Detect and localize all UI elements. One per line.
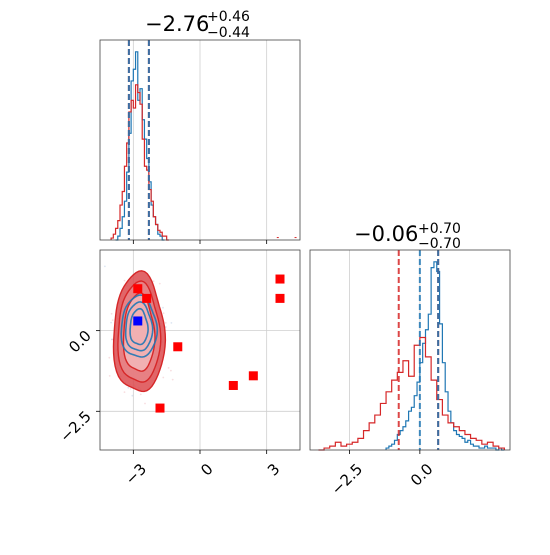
x-tick-label: 0.0: [407, 460, 437, 490]
sample-point: [131, 394, 134, 397]
red-square-marker: [173, 342, 183, 352]
sample-point: [110, 321, 112, 324]
sample-point: [111, 338, 113, 341]
y-tick-label: −2.5: [56, 407, 94, 445]
blue-square-marker: [133, 316, 143, 326]
sample-point: [162, 376, 165, 379]
title-param-1-median: −2.76: [145, 12, 209, 36]
sample-point: [104, 265, 106, 268]
sample-point: [158, 282, 161, 285]
sample-point: [139, 393, 142, 396]
sample-point: [170, 369, 172, 372]
sample-point: [110, 312, 113, 315]
x-tick-label: −3: [122, 460, 150, 488]
contour-blue: [129, 307, 149, 346]
red-square-marker: [275, 274, 285, 284]
marginal-histogram-param-1: [99, 39, 301, 244]
sample-point: [162, 306, 164, 309]
sample-point: [127, 386, 130, 389]
histogram-series: [110, 84, 169, 241]
red-square-marker: [142, 293, 152, 303]
red-square-marker: [275, 293, 285, 303]
histogram-series: [115, 51, 165, 241]
sample-point: [167, 367, 170, 369]
sample-point: [108, 375, 111, 377]
histogram-series: [385, 261, 505, 451]
x-tick-label: 0: [197, 460, 216, 479]
sample-point: [144, 402, 146, 405]
sample-point: [164, 326, 167, 328]
title-param-1-lower: −0.44: [207, 25, 250, 41]
sample-point: [171, 378, 174, 381]
title-param-2-median: −0.06: [354, 222, 418, 246]
red-square-marker: [155, 403, 165, 413]
title-param-2-lower: −0.70: [418, 236, 461, 252]
x-tick-label: −2.5: [328, 460, 366, 498]
sample-point: [170, 322, 173, 324]
sample-point: [164, 322, 167, 324]
red-square-marker: [133, 284, 143, 294]
x-tick-label: 3: [264, 460, 283, 479]
sample-point: [123, 391, 126, 393]
axes-frame: [309, 249, 511, 451]
sample-point: [108, 356, 111, 359]
red-square-marker: [228, 380, 238, 390]
title-param-2-upper: +0.70: [418, 221, 461, 237]
sample-point: [111, 319, 114, 321]
sample-point: [111, 338, 113, 341]
histogram-series: [318, 336, 505, 451]
title-param-1-upper: +0.46: [207, 9, 250, 25]
sample-point: [152, 280, 155, 283]
contour-blue: [124, 301, 154, 352]
red-square-marker: [248, 371, 258, 381]
joint-scatter-panel: −3 0 3 0.0 −2.5: [56, 249, 301, 488]
sample-point: [129, 388, 132, 390]
y-tick-label: 0.0: [65, 327, 95, 357]
sample-point: [162, 312, 165, 314]
marginal-histogram-param-2: −2.5 0.0: [309, 249, 511, 499]
sample-point: [123, 279, 126, 282]
